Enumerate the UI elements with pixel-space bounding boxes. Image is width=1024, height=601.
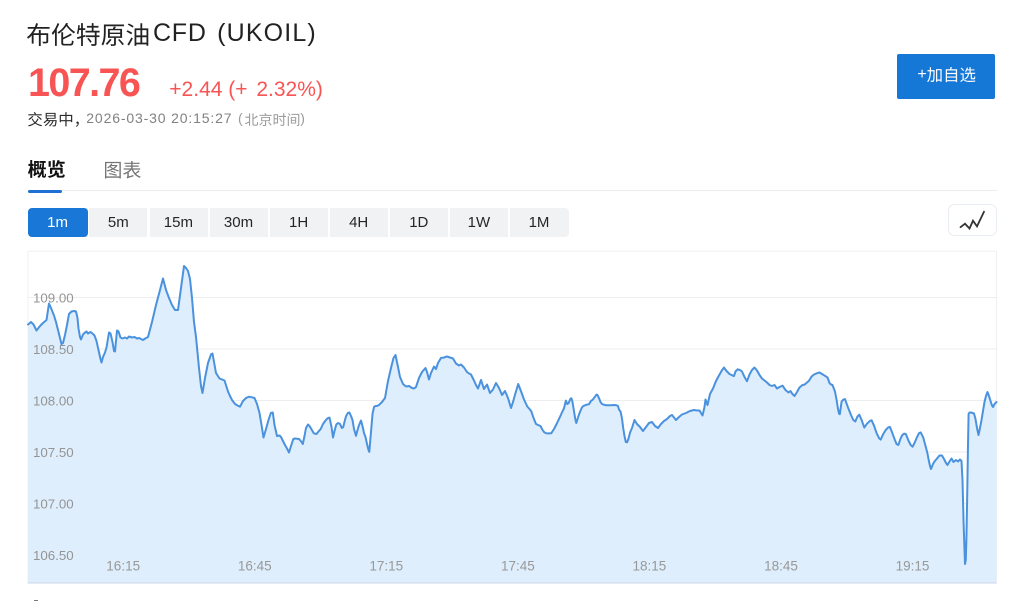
svg-text:19:15: 19:15	[896, 559, 930, 574]
svg-text:107.50: 107.50	[33, 445, 74, 460]
svg-text:17:45: 17:45	[501, 559, 535, 574]
svg-text:108.50: 108.50	[33, 342, 74, 357]
svg-text:109.00: 109.00	[33, 291, 74, 306]
svg-text:106.50: 106.50	[33, 548, 74, 563]
svg-text:16:15: 16:15	[106, 559, 140, 574]
svg-text:107.00: 107.00	[33, 497, 74, 512]
svg-text:18:45: 18:45	[764, 559, 798, 574]
svg-text:17:15: 17:15	[369, 559, 403, 574]
svg-text:16:45: 16:45	[238, 559, 272, 574]
svg-text:18:15: 18:15	[633, 559, 667, 574]
svg-text:108.00: 108.00	[33, 394, 74, 409]
